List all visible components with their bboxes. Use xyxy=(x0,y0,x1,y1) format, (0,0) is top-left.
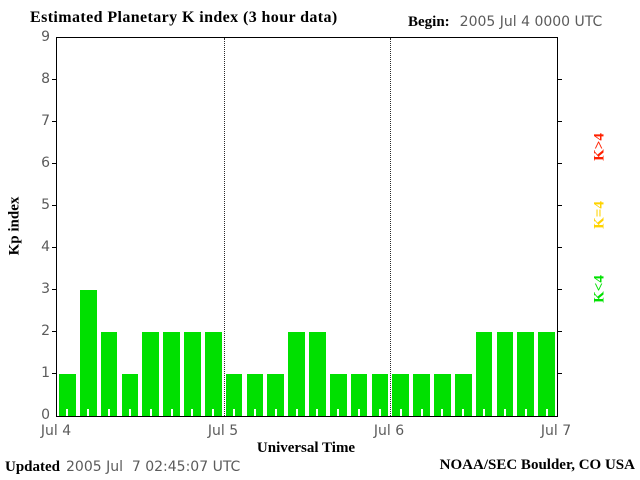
legend-item: K=4 xyxy=(591,201,608,229)
chart-title: Estimated Planetary K index (3 hour data… xyxy=(30,9,338,26)
begin-value: 2005 Jul 4 0000 UTC xyxy=(459,14,603,30)
kp-bar xyxy=(329,374,347,416)
kp-bar xyxy=(538,332,555,416)
y-axis-tick xyxy=(52,205,56,206)
x-tick-label: Jul 4 xyxy=(40,423,72,439)
three-hour-tick xyxy=(462,409,465,416)
kp-bar xyxy=(309,332,326,416)
kp-bar xyxy=(496,332,514,416)
y-tick-label: 0 xyxy=(41,407,50,423)
kp-bar xyxy=(517,332,535,416)
day-boundary-gridline xyxy=(390,38,391,416)
kp-bar xyxy=(121,374,139,416)
three-hour-tick xyxy=(233,409,236,416)
three-hour-tick xyxy=(399,409,402,416)
three-hour-tick xyxy=(170,409,173,416)
kp-bar xyxy=(288,332,305,416)
x-axis-title: Universal Time xyxy=(256,440,356,456)
three-hour-tick xyxy=(316,409,319,416)
y-axis-title: Kp index xyxy=(6,196,23,256)
three-hour-tick xyxy=(441,409,444,416)
y-axis-tick xyxy=(558,289,562,290)
three-hour-tick xyxy=(420,409,423,416)
y-axis-tick xyxy=(558,205,562,206)
kp-bar xyxy=(413,374,430,416)
x-tick-label: Jul 7 xyxy=(540,423,572,439)
plot-area xyxy=(56,37,558,417)
kp-bar xyxy=(350,374,368,416)
y-axis-tick xyxy=(558,163,562,164)
y-axis-tick xyxy=(558,79,562,80)
y-tick-label: 5 xyxy=(41,197,50,213)
three-hour-tick xyxy=(545,409,548,416)
y-tick-label: 9 xyxy=(41,29,50,45)
updated-value: 2005 Jul 7 02:45:07 UTC xyxy=(66,459,241,475)
three-hour-tick xyxy=(274,409,277,416)
three-hour-tick xyxy=(295,409,298,416)
three-hour-tick xyxy=(212,409,215,416)
y-axis-tick xyxy=(558,331,562,332)
y-axis-tick xyxy=(558,121,562,122)
legend-item: K>4 xyxy=(591,133,608,161)
y-tick-label: 2 xyxy=(41,323,50,339)
kp-bar xyxy=(371,374,389,416)
kp-bar xyxy=(142,332,160,416)
credit-text: NOAA/SEC Boulder, CO USA xyxy=(439,457,635,473)
y-axis-tick xyxy=(52,79,56,80)
kp-bar xyxy=(184,332,201,416)
kp-bar xyxy=(59,374,76,416)
y-tick-label: 3 xyxy=(41,281,50,297)
three-hour-tick xyxy=(378,409,381,416)
y-axis-tick xyxy=(558,247,562,248)
x-tick-label: Jul 5 xyxy=(207,423,239,439)
three-hour-tick xyxy=(191,409,194,416)
three-hour-tick xyxy=(483,409,486,416)
legend-item: K<4 xyxy=(591,275,608,303)
three-hour-tick xyxy=(358,409,361,416)
three-hour-tick xyxy=(128,409,131,416)
begin-info: Begin: 2005 Jul 4 0000 UTC xyxy=(408,12,602,31)
updated-info: Updated 2005 Jul 7 02:45:07 UTC xyxy=(5,457,240,476)
three-hour-tick xyxy=(108,409,111,416)
y-tick-label: 1 xyxy=(41,365,50,381)
day-boundary-gridline xyxy=(224,38,225,416)
three-hour-tick xyxy=(87,409,90,416)
y-axis-tick xyxy=(52,331,56,332)
kp-bar xyxy=(454,374,472,416)
kp-bar xyxy=(79,290,97,416)
kp-bar xyxy=(392,374,410,416)
three-hour-tick xyxy=(253,409,256,416)
three-hour-tick xyxy=(337,409,340,416)
kp-bar xyxy=(163,332,180,416)
y-axis-tick xyxy=(52,373,56,374)
begin-label: Begin: xyxy=(408,14,450,30)
three-hour-tick xyxy=(149,409,152,416)
updated-label: Updated xyxy=(5,459,61,475)
three-hour-tick xyxy=(66,409,69,416)
y-axis-tick xyxy=(52,247,56,248)
kp-bar xyxy=(225,374,243,416)
y-tick-label: 4 xyxy=(41,239,50,255)
kp-bar xyxy=(246,374,264,416)
y-axis-tick xyxy=(52,163,56,164)
y-tick-label: 6 xyxy=(41,155,50,171)
three-hour-tick xyxy=(524,409,527,416)
kp-bar xyxy=(434,374,451,416)
x-tick-label: Jul 6 xyxy=(373,423,405,439)
y-axis-tick xyxy=(52,121,56,122)
kp-bar xyxy=(267,374,285,416)
y-tick-label: 8 xyxy=(41,71,50,87)
kp-bar xyxy=(100,332,118,416)
y-axis-tick xyxy=(52,289,56,290)
three-hour-tick xyxy=(503,409,506,416)
y-tick-label: 7 xyxy=(41,113,50,129)
y-axis-tick xyxy=(558,373,562,374)
kp-bar xyxy=(204,332,222,416)
kp-bar xyxy=(475,332,493,416)
